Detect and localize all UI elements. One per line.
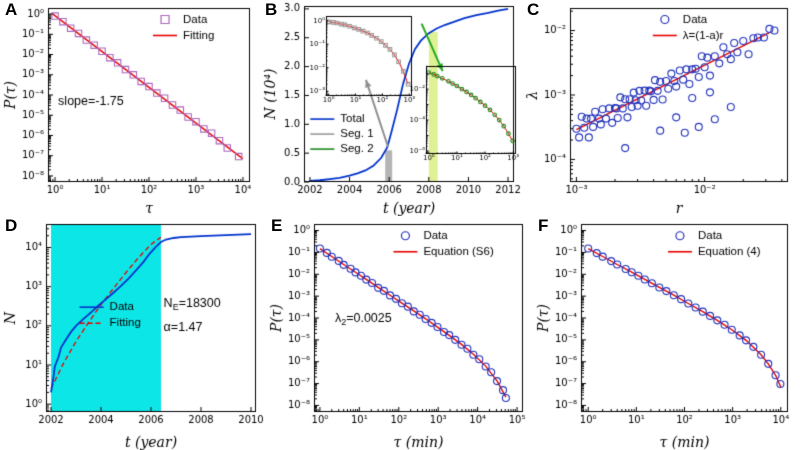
panel-f-plot bbox=[533, 216, 800, 450]
panel-c-letter: C bbox=[527, 0, 540, 19]
panel-a-plot bbox=[0, 0, 260, 216]
panel-e-letter: E bbox=[271, 216, 283, 235]
panel-f-letter: F bbox=[538, 216, 549, 235]
panel-d: D bbox=[0, 216, 266, 450]
panel-f: F bbox=[533, 216, 800, 450]
panel-e: E bbox=[266, 216, 533, 450]
panel-c-plot bbox=[522, 0, 800, 216]
panel-b-inset1-plot bbox=[308, 12, 416, 108]
panel-b: B bbox=[260, 0, 522, 216]
panel-c: C bbox=[522, 0, 800, 216]
panel-d-plot bbox=[0, 216, 266, 450]
panel-a-letter: A bbox=[5, 0, 18, 19]
panel-a: A bbox=[0, 0, 260, 216]
panel-b-inset2-plot bbox=[408, 62, 520, 166]
panel-e-plot bbox=[266, 216, 533, 450]
panel-d-letter: D bbox=[5, 216, 18, 235]
panel-b-letter: B bbox=[265, 0, 278, 19]
